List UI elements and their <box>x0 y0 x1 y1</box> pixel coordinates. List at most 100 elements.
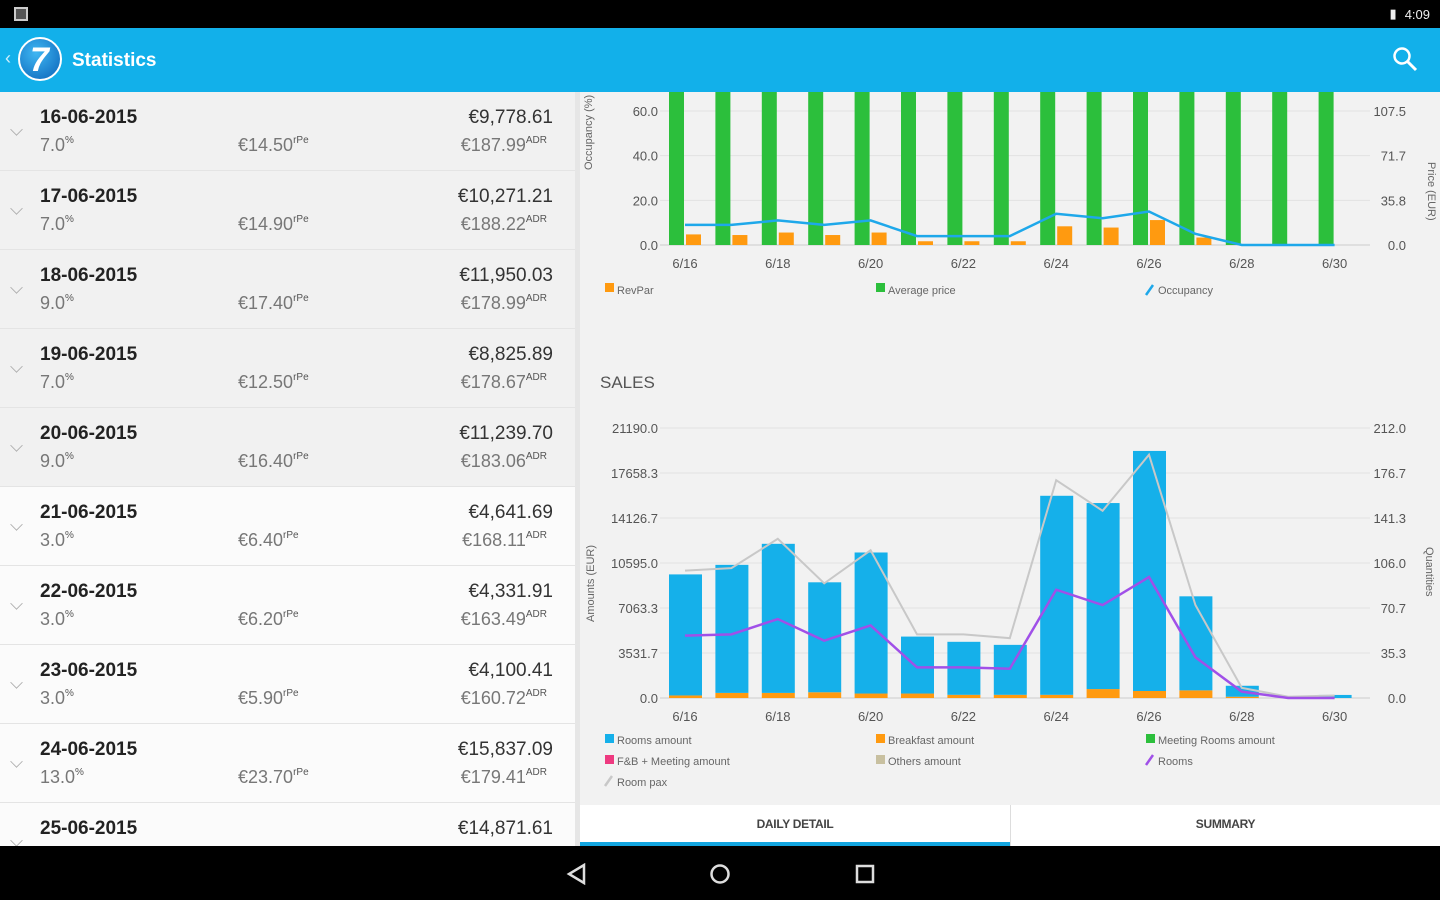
nav-recents-icon[interactable] <box>854 863 876 890</box>
row-date: 17-06-2015 <box>40 186 138 207</box>
list-item[interactable]: 23-06-2015 €4,100.41 3.0% €5.90rPe €160.7… <box>0 645 575 724</box>
revpar-unit: rPe <box>293 767 309 778</box>
average-price-bar <box>669 92 684 245</box>
row-occupancy: 9.0% <box>40 293 74 314</box>
legend-swatch <box>876 734 885 743</box>
y-tick-label: 21190.0 <box>612 421 658 436</box>
chevron-down-icon[interactable] <box>10 360 23 373</box>
chevron-down-icon[interactable] <box>10 202 23 215</box>
average-price-bar <box>1040 92 1056 245</box>
adr-unit: ADR <box>525 135 547 146</box>
row-revpar: €23.70rPe <box>238 767 309 788</box>
legend-label: Rooms amount <box>617 735 692 747</box>
x-tick-label: 6/24 <box>1044 709 1069 724</box>
list-item[interactable]: 17-06-2015 €10,271.21 7.0% €14.90rPe €188… <box>0 171 575 250</box>
row-revpar: €14.50rPe <box>238 135 309 156</box>
average-price-bar <box>808 92 824 245</box>
y-tick-label: 20.0 <box>633 193 658 208</box>
y2-tick-label: 0.0 <box>1388 238 1406 253</box>
legend-swatch <box>1144 284 1155 296</box>
list-item[interactable]: 22-06-2015 €4,331.91 3.0% €6.20rPe €163.4… <box>0 566 575 645</box>
tab-daily-detail[interactable]: DAILY DETAIL <box>756 817 834 831</box>
list-item[interactable]: 21-06-2015 €4,641.69 3.0% €6.40rPe €168.1… <box>0 487 575 566</box>
x-tick-label: 6/18 <box>765 709 790 724</box>
adr-unit: ADR <box>525 214 547 225</box>
x-tick-label: 6/18 <box>765 256 790 271</box>
row-adr: €188.22ADR <box>461 214 547 235</box>
revpar-value: €16.40 <box>238 451 294 471</box>
average-price-bar <box>1272 92 1288 245</box>
back-icon[interactable]: ‹ <box>5 48 11 68</box>
daily-list[interactable]: 16-06-2015 €9,778.61 7.0% €14.50rPe €187.… <box>0 92 575 846</box>
sales-bar-rooms-amount <box>854 552 888 694</box>
list-item[interactable]: 16-06-2015 €9,778.61 7.0% €14.50rPe €187.… <box>0 92 575 171</box>
list-item[interactable]: 20-06-2015 €11,239.70 9.0% €16.40rPe €183… <box>0 408 575 487</box>
sales-bar-rooms-amount <box>1318 694 1352 698</box>
legend-swatch <box>605 283 614 292</box>
y2-tick-label: 70.7 <box>1381 601 1406 616</box>
adr-value: €187.99 <box>460 135 526 155</box>
adr-unit: ADR <box>525 767 547 778</box>
row-revpar: €6.20rPe <box>238 609 299 630</box>
revpar-bar <box>964 241 980 245</box>
chevron-down-icon[interactable] <box>10 676 23 689</box>
row-total: €9,778.61 <box>468 107 553 128</box>
chevron-down-icon[interactable] <box>10 755 23 768</box>
row-revpar: €5.90rPe <box>238 688 299 709</box>
status-time: 4:09 <box>1404 6 1430 22</box>
legend-swatch <box>1144 754 1155 766</box>
chevron-down-icon[interactable] <box>10 439 23 452</box>
pane-divider[interactable] <box>575 92 580 846</box>
list-item[interactable]: 25-06-2015 €14,871.61 <box>0 803 575 846</box>
sales-bar-breakfast-amount <box>993 694 1027 698</box>
x-tick-label: 6/16 <box>672 256 697 271</box>
list-item[interactable]: 24-06-2015 €15,837.09 13.0% €23.70rPe €17… <box>0 724 575 803</box>
occupancy-unit: % <box>65 688 74 699</box>
chevron-down-icon[interactable] <box>10 834 23 846</box>
revpar-value: €14.90 <box>238 214 294 234</box>
revpar-value: €17.40 <box>238 293 294 313</box>
x-tick-label: 6/28 <box>1229 709 1254 724</box>
revpar-unit: rPe <box>293 372 309 383</box>
row-occupancy: 7.0% <box>40 135 74 156</box>
revpar-value: €6.40 <box>238 530 284 550</box>
revpar-bar <box>918 241 933 245</box>
y-tick-label: 40.0 <box>633 149 658 164</box>
sales-bar-rooms-amount <box>1179 596 1213 691</box>
legend-swatch <box>1146 734 1155 743</box>
y2-axis-label: Quantities <box>1423 547 1435 597</box>
row-occupancy: 3.0% <box>40 530 74 551</box>
legend-label: Others amount <box>888 756 961 768</box>
nav-home-icon[interactable] <box>709 863 731 890</box>
list-item[interactable]: 19-06-2015 €8,825.89 7.0% €12.50rPe €178.… <box>0 329 575 408</box>
row-revpar: €6.40rPe <box>238 530 299 551</box>
adr-value: €188.22 <box>460 214 526 234</box>
row-date: 21-06-2015 <box>40 502 138 523</box>
sales-bar-breakfast-amount <box>1086 689 1120 698</box>
chevron-down-icon[interactable] <box>10 123 23 136</box>
search-icon[interactable] <box>1392 46 1418 72</box>
row-adr: €187.99ADR <box>461 135 547 156</box>
revpar-unit: rPe <box>293 293 309 304</box>
chevron-down-icon[interactable] <box>10 518 23 531</box>
revpar-value: €14.50 <box>238 135 294 155</box>
y2-tick-label: 0.0 <box>1388 691 1406 706</box>
revpar-value: €23.70 <box>238 767 294 787</box>
adr-unit: ADR <box>525 688 547 699</box>
app-logo[interactable]: 7 <box>18 37 62 81</box>
y2-tick-label: 106.0 <box>1373 556 1406 571</box>
chevron-down-icon[interactable] <box>10 597 23 610</box>
nav-back-icon[interactable] <box>566 862 588 890</box>
room-pax-line <box>684 452 1335 698</box>
y-tick-label: 0.0 <box>640 691 658 706</box>
average-price-bar <box>1179 92 1195 245</box>
sales-bar-breakfast-amount <box>901 693 934 698</box>
x-tick-label: 6/26 <box>1136 709 1161 724</box>
list-item[interactable]: 18-06-2015 €11,950.03 9.0% €17.40rPe €178… <box>0 250 575 329</box>
y-axis-label: Amounts (EUR) <box>585 545 597 622</box>
revpar-bar <box>686 234 701 245</box>
chevron-down-icon[interactable] <box>10 281 23 294</box>
tab-summary[interactable]: SUMMARY <box>1010 805 1440 846</box>
adr-unit: ADR <box>525 609 547 620</box>
adr-unit: ADR <box>525 372 547 383</box>
